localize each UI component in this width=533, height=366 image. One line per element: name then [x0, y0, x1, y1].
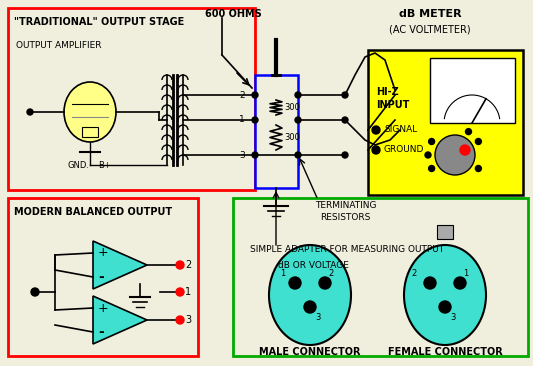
Circle shape — [319, 277, 331, 289]
Circle shape — [304, 301, 316, 313]
Circle shape — [289, 277, 301, 289]
Text: +: + — [98, 246, 109, 259]
Circle shape — [27, 109, 33, 115]
Ellipse shape — [64, 82, 116, 142]
Circle shape — [425, 152, 431, 158]
Text: B+: B+ — [98, 161, 111, 169]
Circle shape — [465, 128, 472, 135]
Ellipse shape — [269, 245, 351, 345]
Circle shape — [342, 152, 348, 158]
Circle shape — [295, 92, 301, 98]
Text: "TRADITIONAL" OUTPUT STAGE: "TRADITIONAL" OUTPUT STAGE — [14, 17, 184, 27]
Text: +: + — [98, 302, 109, 314]
Text: INPUT: INPUT — [376, 100, 409, 110]
Text: 2: 2 — [185, 260, 191, 270]
Circle shape — [460, 145, 470, 155]
Text: 300: 300 — [284, 102, 300, 112]
Text: 3: 3 — [450, 313, 455, 321]
Text: OUTPUT AMPLIFIER: OUTPUT AMPLIFIER — [16, 41, 101, 49]
Text: SIGNAL: SIGNAL — [384, 126, 417, 134]
Bar — [82, 127, 98, 137]
Circle shape — [176, 316, 184, 324]
Text: (AC VOLTMETER): (AC VOLTMETER) — [389, 25, 471, 35]
Circle shape — [429, 138, 434, 145]
Circle shape — [424, 277, 436, 289]
Text: GND.: GND. — [68, 161, 90, 169]
Ellipse shape — [404, 245, 486, 345]
Text: 1: 1 — [239, 116, 245, 124]
Circle shape — [372, 146, 380, 154]
Circle shape — [454, 277, 466, 289]
Circle shape — [342, 92, 348, 98]
Bar — [368, 50, 523, 195]
Text: HI-Z: HI-Z — [376, 87, 399, 97]
Text: 600 OHMS: 600 OHMS — [205, 9, 262, 19]
Text: -: - — [98, 270, 104, 284]
Text: 2: 2 — [328, 269, 333, 277]
Circle shape — [252, 152, 258, 158]
Circle shape — [252, 117, 258, 123]
Bar — [430, 58, 515, 123]
Text: 1: 1 — [280, 269, 285, 277]
Text: 1: 1 — [185, 287, 191, 297]
Circle shape — [176, 261, 184, 269]
Circle shape — [252, 92, 258, 98]
Bar — [255, 75, 298, 188]
Circle shape — [475, 165, 481, 172]
Text: GROUND: GROUND — [384, 146, 424, 154]
Text: -: - — [98, 325, 104, 339]
Text: 1: 1 — [463, 269, 469, 277]
Text: MALE CONNECTOR: MALE CONNECTOR — [259, 347, 361, 357]
Text: dB OR VOLTAGE: dB OR VOLTAGE — [278, 261, 349, 269]
Circle shape — [342, 117, 348, 123]
Bar — [8, 8, 255, 190]
Text: 2: 2 — [411, 269, 416, 277]
Text: 3: 3 — [185, 315, 191, 325]
Bar — [8, 198, 198, 356]
Text: dB METER: dB METER — [399, 9, 462, 19]
Polygon shape — [93, 296, 147, 344]
Bar — [437, 225, 453, 239]
Circle shape — [439, 301, 451, 313]
Circle shape — [435, 135, 475, 175]
Circle shape — [295, 152, 301, 158]
Circle shape — [429, 165, 434, 172]
Circle shape — [176, 288, 184, 296]
Text: FEMALE CONNECTOR: FEMALE CONNECTOR — [387, 347, 503, 357]
Circle shape — [475, 138, 481, 145]
Polygon shape — [93, 241, 147, 289]
Text: 3: 3 — [315, 313, 320, 321]
Text: SIMPLE ADAPTER FOR MEASURING OUTPUT: SIMPLE ADAPTER FOR MEASURING OUTPUT — [250, 246, 444, 254]
Circle shape — [31, 288, 39, 296]
Text: 300: 300 — [284, 132, 300, 142]
Text: MODERN BALANCED OUTPUT: MODERN BALANCED OUTPUT — [14, 207, 172, 217]
Bar — [233, 198, 528, 356]
Text: RESISTORS: RESISTORS — [320, 213, 370, 223]
Circle shape — [372, 126, 380, 134]
Text: TERMINATING: TERMINATING — [315, 201, 376, 209]
Circle shape — [295, 117, 301, 123]
Text: 3: 3 — [239, 150, 245, 160]
Text: 2: 2 — [239, 90, 245, 100]
